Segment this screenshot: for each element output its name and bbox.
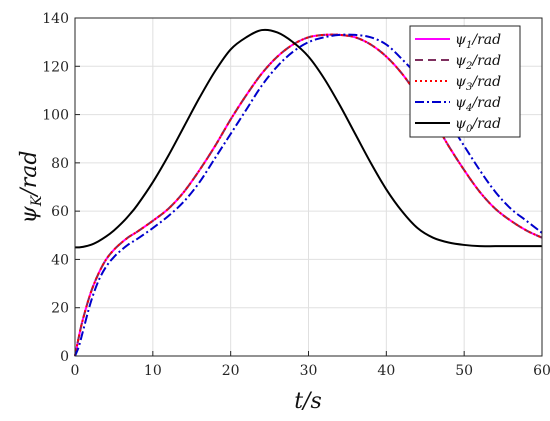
- y-tick-label: 60: [51, 204, 69, 220]
- series-line-2: [74, 33, 543, 357]
- x-tick-label: 30: [300, 363, 318, 379]
- x-tick-label: 20: [222, 363, 240, 379]
- legend-label-0: ψ0/rad: [455, 116, 501, 135]
- axis-ticks: 0 10 20 30 40 50 60 0 20 40 60 80 100 120 140: [42, 11, 550, 379]
- legend-box: [409, 25, 521, 138]
- legend-label-3: ψ3/rad: [455, 74, 501, 93]
- legend-label-1: ψ1/rad: [455, 32, 501, 51]
- x-tick-label: 50: [455, 363, 473, 379]
- x-axis-label: t/s: [294, 389, 322, 414]
- x-tick-label: 0: [71, 363, 80, 379]
- y-tick-label: 0: [60, 349, 69, 365]
- y-tick-label: 40: [51, 252, 69, 268]
- series-line-0: [74, 28, 542, 249]
- y-axis-label: ψK/rad: [17, 151, 45, 224]
- x-tick-label: 40: [377, 363, 395, 379]
- y-tick-label: 80: [51, 156, 69, 172]
- y-tick-label: 100: [42, 108, 69, 124]
- x-tick-label: 60: [533, 363, 550, 379]
- legend: ψ1/rad ψ2/rad ψ3/rad ψ4/rad ψ0/rad: [409, 25, 521, 138]
- y-tick-label: 20: [51, 301, 69, 317]
- y-tick-label: 120: [42, 59, 69, 75]
- legend-label-2: ψ2/rad: [455, 53, 501, 72]
- legend-label-4: ψ4/rad: [455, 95, 501, 114]
- y-tick-label: 140: [42, 11, 69, 27]
- x-tick-label: 10: [144, 363, 162, 379]
